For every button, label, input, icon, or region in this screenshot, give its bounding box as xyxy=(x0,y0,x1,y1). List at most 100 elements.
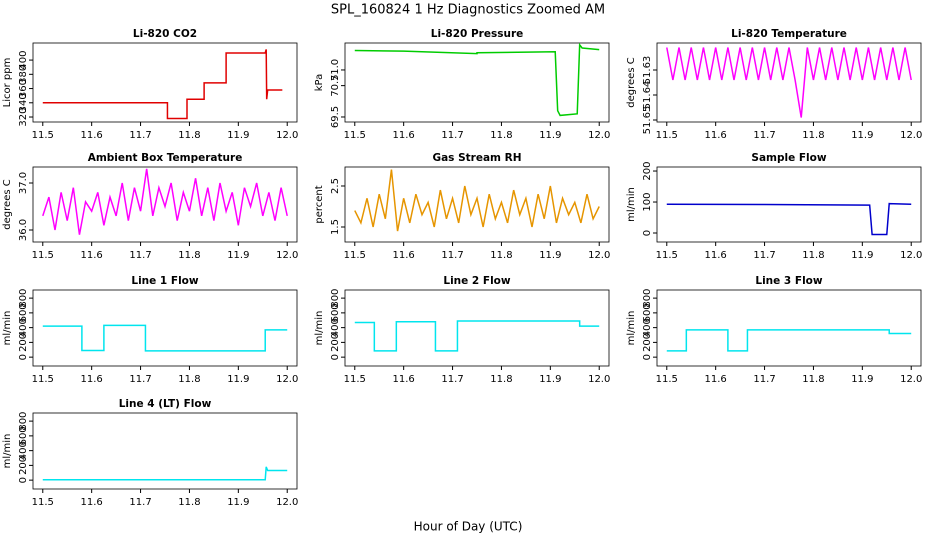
plot-frame xyxy=(656,42,922,123)
x-tick-label: 12.0 xyxy=(588,250,610,261)
data-line xyxy=(666,202,912,236)
y-tick-label: 320 xyxy=(18,107,29,126)
y-tick-label: 800 xyxy=(18,289,29,308)
y-tick-label: 600 xyxy=(18,303,29,322)
panel-title: Gas Stream RH xyxy=(432,152,521,164)
plot-frame xyxy=(344,42,610,123)
y-tick-label: 400 xyxy=(18,441,29,460)
y-tick-label: 0 xyxy=(18,354,29,360)
y-axis-label: ml/min xyxy=(626,311,637,346)
x-tick-label: 11.9 xyxy=(227,130,249,141)
data-line xyxy=(42,324,288,352)
x-tick-label: 11.8 xyxy=(802,250,824,261)
x-tick-label: 11.5 xyxy=(344,250,366,261)
panel-title: Line 2 Flow xyxy=(443,275,510,287)
data-line xyxy=(666,47,912,118)
x-tick-label: 11.8 xyxy=(178,130,200,141)
y-axis-label: ml/min xyxy=(314,311,325,346)
x-tick-label: 11.6 xyxy=(393,250,415,261)
y-tick-label: 0 xyxy=(18,477,29,483)
x-tick-label: 12.0 xyxy=(276,374,298,385)
x-tick-label: 11.6 xyxy=(393,130,415,141)
panel-title: Line 4 (LT) Flow xyxy=(119,398,212,410)
y-tick-label: 2.5 xyxy=(330,178,341,194)
data-line xyxy=(354,42,600,117)
x-tick-label: 12.0 xyxy=(276,250,298,261)
y-axis-label: Licor ppm xyxy=(2,58,13,108)
y-tick-label: 100 xyxy=(642,192,653,211)
data-line xyxy=(354,320,600,352)
x-tick-label: 11.9 xyxy=(227,374,249,385)
x-tick-label: 11.7 xyxy=(753,130,775,141)
y-tick-label: 0 xyxy=(642,354,653,360)
x-tick-label: 11.8 xyxy=(490,130,512,141)
x-tick-label: 12.0 xyxy=(900,130,922,141)
y-tick-label: 51.64 xyxy=(642,81,653,110)
x-tick-label: 11.5 xyxy=(32,250,54,261)
plot-frame xyxy=(32,166,298,243)
y-tick-label: 0 xyxy=(330,354,341,360)
y-tick-label: 0 xyxy=(642,230,653,236)
x-tick-label: 11.7 xyxy=(441,374,463,385)
y-tick-label: 200 xyxy=(642,333,653,352)
x-tick-label: 12.0 xyxy=(276,130,298,141)
y-tick-label: 380 xyxy=(18,65,29,84)
x-tick-label: 12.0 xyxy=(588,130,610,141)
y-tick-label: 200 xyxy=(18,456,29,475)
x-tick-label: 11.5 xyxy=(656,250,678,261)
x-tick-label: 11.9 xyxy=(539,250,561,261)
y-tick-label: 1.5 xyxy=(330,219,341,235)
x-tick-label: 11.8 xyxy=(802,374,824,385)
plot-frame xyxy=(32,412,298,490)
x-tick-label: 12.0 xyxy=(900,374,922,385)
plot-frame xyxy=(32,289,298,367)
y-tick-label: 800 xyxy=(642,289,653,308)
y-tick-label: 36.0 xyxy=(18,219,29,241)
plot-frame xyxy=(656,289,922,367)
x-tick-label: 11.7 xyxy=(129,497,151,508)
x-tick-label: 11.7 xyxy=(129,130,151,141)
x-tick-label: 11.7 xyxy=(753,250,775,261)
x-tick-label: 11.9 xyxy=(227,250,249,261)
x-tick-label: 11.9 xyxy=(539,374,561,385)
y-tick-label: 200 xyxy=(18,333,29,352)
plot-frame xyxy=(32,42,298,123)
y-tick-label: 400 xyxy=(18,51,29,70)
y-tick-label: 69.5 xyxy=(330,106,341,128)
x-tick-label: 11.6 xyxy=(705,250,727,261)
x-tick-label: 11.8 xyxy=(178,374,200,385)
y-tick-label: 600 xyxy=(18,426,29,445)
panel-title: Li-820 CO2 xyxy=(133,28,197,40)
y-axis-label: degrees C xyxy=(626,57,637,107)
data-line xyxy=(42,49,283,120)
x-tick-label: 11.5 xyxy=(344,374,366,385)
y-axis-label: percent xyxy=(314,185,325,223)
y-tick-label: 400 xyxy=(18,318,29,337)
x-tick-label: 11.9 xyxy=(851,130,873,141)
x-tick-label: 11.9 xyxy=(227,497,249,508)
panel-title: Line 1 Flow xyxy=(131,275,198,287)
x-tick-label: 11.9 xyxy=(539,130,561,141)
y-tick-label: 340 xyxy=(18,93,29,112)
y-tick-label: 800 xyxy=(330,289,341,308)
y-tick-label: 600 xyxy=(642,303,653,322)
y-tick-label: 51.63 xyxy=(642,56,653,85)
y-axis-label: ml/min xyxy=(2,311,13,346)
x-tick-label: 12.0 xyxy=(900,250,922,261)
y-tick-label: 600 xyxy=(330,303,341,322)
y-tick-label: 200 xyxy=(330,333,341,352)
y-axis-label: ml/min xyxy=(626,187,637,222)
plot-frame xyxy=(656,166,922,243)
data-line xyxy=(42,168,288,235)
x-tick-label: 11.5 xyxy=(32,497,54,508)
plot-frame xyxy=(344,289,610,367)
x-tick-label: 11.7 xyxy=(441,250,463,261)
x-tick-label: 11.7 xyxy=(129,250,151,261)
x-tick-label: 12.0 xyxy=(588,374,610,385)
panel-title: Li-820 Temperature xyxy=(731,28,847,40)
x-tick-label: 11.7 xyxy=(129,374,151,385)
y-axis-label: degrees C xyxy=(2,179,13,229)
panel-title: Sample Flow xyxy=(751,152,826,164)
